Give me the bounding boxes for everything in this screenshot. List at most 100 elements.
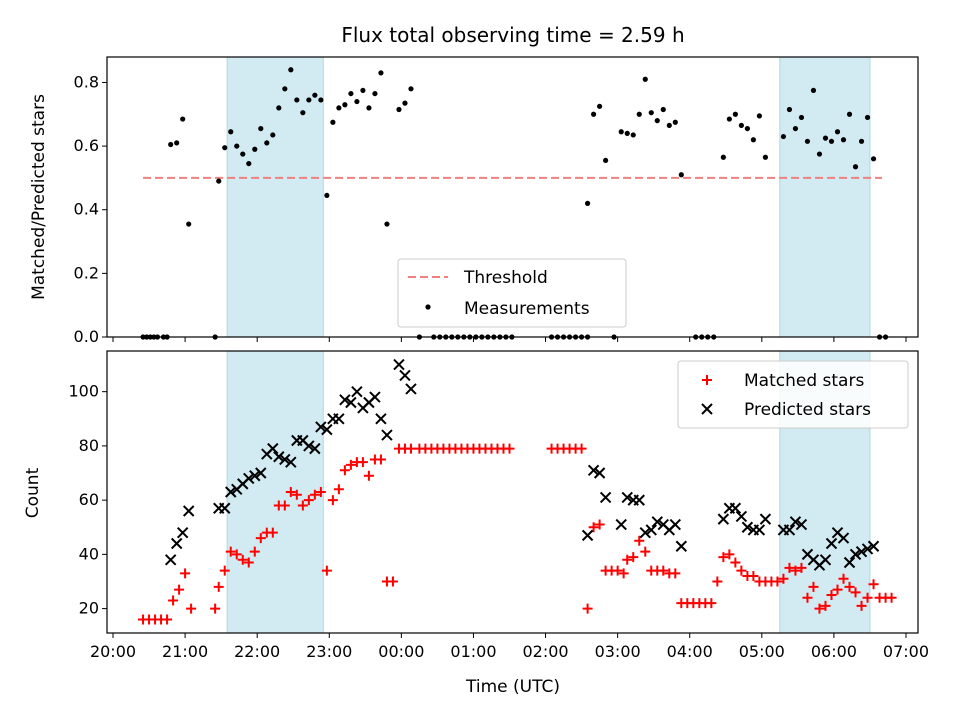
top-data-point [336,105,342,111]
top-data-point [270,132,276,138]
bottom-data-point [405,443,416,454]
bottom-data-point [633,494,645,506]
x-tick-label: 04:00 [667,642,713,661]
top-data-point [786,106,793,113]
top-data-point [366,105,372,111]
top-data-point [636,111,642,117]
bottom-data-point [285,456,297,468]
x-tick-label: 22:00 [234,642,280,661]
top-data-point [618,129,624,135]
bottom-data-point [174,584,185,595]
x-tick-label: 20:00 [90,642,136,661]
bottom-data-point [219,502,231,514]
bottom-data-point [599,491,612,504]
bottom-data-point [255,533,266,544]
bottom-data-point [855,545,868,558]
bottom-data-point [327,495,338,506]
top-data-point [591,111,597,117]
bottom-data-point [210,603,221,614]
bottom-data-point [618,568,629,579]
bottom-series-1 [164,358,880,571]
top-data-point [360,87,366,94]
bottom-data-point [615,518,627,531]
bottom-y-tick-label: 80 [79,436,99,455]
bottom-data-point [669,518,682,531]
bottom-data-point [315,421,327,433]
top-legend-box [397,258,627,328]
top-data-point [642,76,648,82]
bottom-data-point [724,549,735,560]
x-tick-label: 03:00 [595,642,641,661]
top-data-point [258,125,264,132]
top-data-point [720,154,726,160]
top-data-point [840,137,847,143]
top-data-point [822,135,829,141]
bottom-data-point [213,581,224,592]
bottom-data-point [333,484,344,495]
top-data-point [348,90,354,97]
bottom-data-point [735,510,748,523]
bottom-data-point [243,472,255,485]
bottom-data-point [393,358,405,371]
bottom-data-point [789,516,802,528]
top-data-point [300,110,306,116]
top-data-point [603,157,609,164]
bottom-series-0 [138,443,897,625]
top-shaded-region [226,56,324,338]
bottom-data-point [237,554,248,565]
bottom-data-point [748,571,759,582]
bottom-data-point [594,519,605,530]
bottom-data-point [612,565,623,576]
bottom-data-point [868,579,879,590]
bottom-data-point [717,513,730,525]
top-data-point [852,164,859,170]
top-data-point [384,221,390,227]
bottom-data-point [706,598,717,609]
x-tick-label: 05:00 [739,642,785,661]
legend-threshold-label: Threshold [463,268,548,288]
bottom-data-point [267,527,278,538]
bottom-data-point [225,546,236,557]
top-data-point [858,138,865,144]
top-data-point [180,116,186,122]
bottom-data-point [357,457,368,468]
x-tick-label: 21:00 [162,642,208,661]
bottom-data-point [628,552,639,563]
bottom-data-point [225,486,237,498]
top-data-point [792,125,799,132]
bottom-data-point [369,391,381,403]
top-data-point [252,146,258,152]
bottom-data-point [843,556,856,569]
bottom-data-point [291,489,302,500]
top-y-tick-label: 0.4 [74,200,99,219]
bottom-y-tick-label: 60 [79,490,99,509]
bottom-data-point [718,552,729,563]
bottom-data-point [303,440,315,452]
bottom-data-point [753,524,766,536]
top-data-point [654,118,660,124]
bottom-data-point [315,487,326,497]
legend-predicted-swatch [701,403,713,415]
x-tick-label: 00:00 [378,642,424,661]
top-data-point [168,141,174,148]
x-tick-label: 06:00 [811,642,857,661]
bottom-data-point [783,524,796,536]
bottom-data-point [164,554,177,566]
bottom-data-point [622,554,633,565]
bottom-data-point [634,535,645,546]
top-chart-title: Flux total observing time = 2.59 h [341,23,684,47]
bottom-data-point [593,467,606,479]
bottom-data-point [675,540,688,552]
legend-matched-label: Matched stars [744,371,864,391]
top-data-point [597,103,603,109]
bottom-data-point [351,385,363,398]
top-data-point [816,151,823,157]
bottom-data-point [339,394,351,406]
x-tick-label: 02:00 [522,642,568,661]
bottom-data-point [381,429,393,441]
bottom-data-point [176,526,189,539]
bottom-data-point [279,453,291,466]
bottom-data-point [772,576,783,587]
top-panel: 0.0 0.2 0.4 0.6 0.8 Threshold Measurements [74,56,919,346]
